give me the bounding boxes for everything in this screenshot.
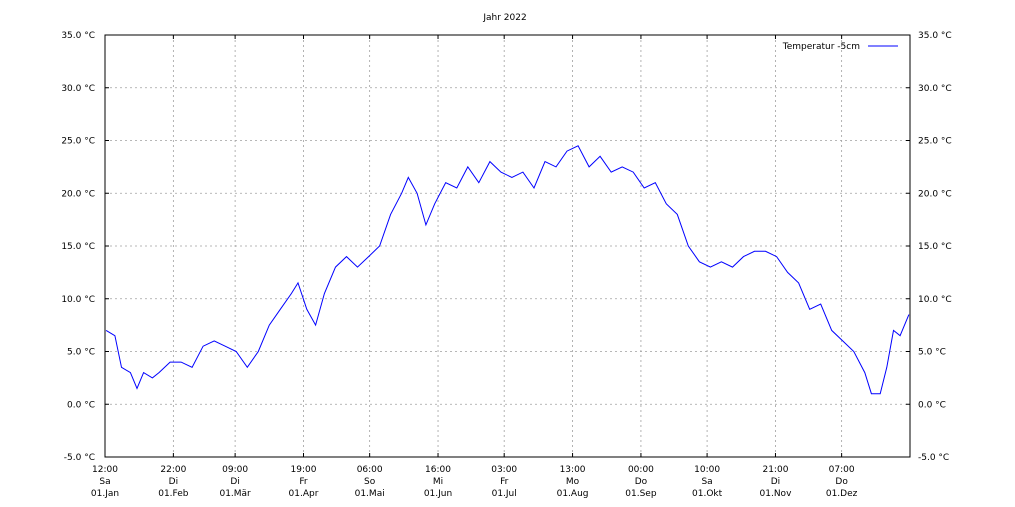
x-tick-label: 13:00 xyxy=(560,465,586,475)
y-tick-label-left: 35.0 °C xyxy=(61,31,95,41)
x-tick-label: Fr xyxy=(299,477,308,487)
y-tick-label-right: 20.0 °C xyxy=(918,189,952,199)
y-tick-label-right: 15.0 °C xyxy=(918,242,952,252)
x-tick-label: Do xyxy=(635,477,648,487)
x-tick-label: 07:00 xyxy=(829,465,855,475)
y-tick-label-right: 0.0 °C xyxy=(918,400,946,410)
y-tick-label-left: 30.0 °C xyxy=(61,84,95,94)
x-tick-label: Do xyxy=(835,477,848,487)
x-tick-label: 06:00 xyxy=(357,465,383,475)
x-tick-label: 16:00 xyxy=(425,465,451,475)
grid-lines xyxy=(105,35,910,457)
y-tick-label-right: 25.0 °C xyxy=(918,137,952,147)
x-tick-label: 01.Jan xyxy=(91,489,119,499)
x-tick-label: Di xyxy=(230,477,239,487)
y-tick-label-left: 20.0 °C xyxy=(61,189,95,199)
x-tick-label: 12:00 xyxy=(92,465,118,475)
y-tick-label-right: 10.0 °C xyxy=(918,295,952,305)
x-tick-label: 01.Jun xyxy=(424,489,452,499)
y-tick-label-left: 10.0 °C xyxy=(61,295,95,305)
y-tick-label-left: 25.0 °C xyxy=(61,137,95,147)
x-tick-label: 01.Okt xyxy=(692,489,723,499)
x-tick-label: 01.Mai xyxy=(355,489,385,499)
x-tick-label: 00:00 xyxy=(628,465,654,475)
x-tick-label: 09:00 xyxy=(222,465,248,475)
y-tick-label-right: 35.0 °C xyxy=(918,31,952,41)
x-tick-label: So xyxy=(364,477,376,487)
x-tick-label: Fr xyxy=(500,477,509,487)
x-tick-label: 01.Nov xyxy=(760,489,793,499)
x-tick-label: 01.Jul xyxy=(492,489,517,499)
x-tick-label: Di xyxy=(771,477,780,487)
x-tick-label: Sa xyxy=(701,477,712,487)
x-tick-label: 01.Feb xyxy=(158,489,189,499)
chart-title: Jahr 2022 xyxy=(482,13,526,23)
x-tick-label: 21:00 xyxy=(762,465,788,475)
y-tick-label-left: 0.0 °C xyxy=(67,400,95,410)
series-layer xyxy=(105,145,910,395)
x-tick-label: 03:00 xyxy=(491,465,517,475)
series-line-temperatur xyxy=(105,145,910,395)
y-tick-label-left: 15.0 °C xyxy=(61,242,95,252)
x-tick-label: 19:00 xyxy=(291,465,317,475)
x-tick-label: 01.Mär xyxy=(219,489,251,499)
y-tick-label-right: -5.0 °C xyxy=(918,453,949,463)
x-tick-label: Di xyxy=(169,477,178,487)
x-tick-label: 01.Aug xyxy=(557,489,589,499)
x-tick-label: Mo xyxy=(566,477,580,487)
x-tick-label: 01.Dez xyxy=(826,489,858,499)
y-tick-label-right: 30.0 °C xyxy=(918,84,952,94)
x-tick-label: 10:00 xyxy=(694,465,720,475)
x-tick-label: Sa xyxy=(99,477,110,487)
legend-label: Temperatur -5cm xyxy=(782,42,860,52)
axes: -5.0 °C -5.0 °C 0.0 °C 0.0 °C 5.0 °C 5.0 °C 10… xyxy=(61,31,951,499)
x-tick-label: 01.Apr xyxy=(289,489,319,499)
x-tick-label: Mi xyxy=(433,477,443,487)
legend: Temperatur -5cm xyxy=(782,42,898,52)
y-tick-label-left: -5.0 °C xyxy=(64,453,95,463)
y-tick-label-right: 5.0 °C xyxy=(918,348,946,358)
x-tick-label: 01.Sep xyxy=(625,489,657,499)
x-tick-label: 22:00 xyxy=(160,465,186,475)
y-tick-label-left: 5.0 °C xyxy=(67,348,95,358)
